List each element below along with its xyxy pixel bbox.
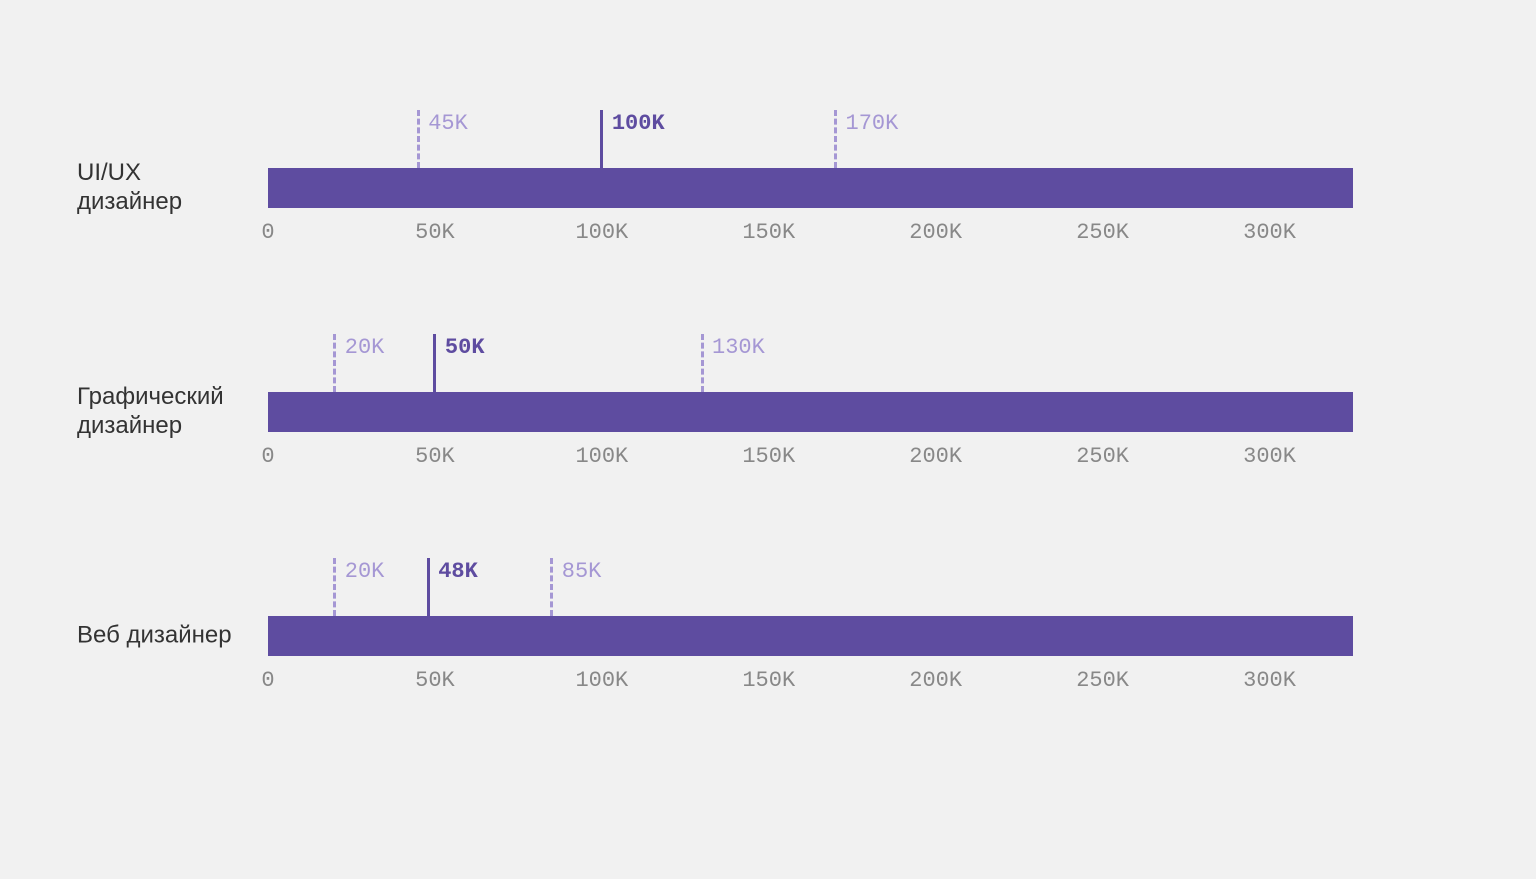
marker-line	[433, 334, 436, 392]
tick-label: 150K	[742, 220, 795, 245]
marker-label: 20K	[345, 335, 385, 360]
axis: 0 50K 100K 150K 200K 250K 300K	[0, 668, 1536, 694]
marker-label: 48K	[438, 559, 478, 584]
tick-label: 50K	[415, 444, 455, 469]
tick-label: 300K	[1243, 668, 1296, 693]
tick-label: 250K	[1076, 668, 1129, 693]
tick-label: 200K	[909, 220, 962, 245]
tick-label: 50K	[415, 668, 455, 693]
marker-line	[333, 558, 336, 616]
marker-label: 45K	[428, 111, 468, 136]
chart-row: Графическийдизайнер20K50K130K	[0, 392, 1536, 432]
tick-label: 150K	[742, 444, 795, 469]
salary-range-chart: UI/UXдизайнер45K100K170K050K100K150K200K…	[0, 0, 1536, 879]
marker-label: 130K	[712, 335, 765, 360]
marker-line	[701, 334, 704, 392]
row-label: Веб дизайнер	[77, 622, 232, 651]
tick-label: 250K	[1076, 444, 1129, 469]
tick-label: 100K	[575, 668, 628, 693]
tick-label: 0	[261, 220, 274, 245]
marker-line	[427, 558, 430, 616]
bar-track	[268, 616, 1353, 656]
tick-label: 300K	[1243, 444, 1296, 469]
tick-label: 300K	[1243, 220, 1296, 245]
tick-label: 100K	[575, 220, 628, 245]
marker-label: 50K	[445, 335, 485, 360]
tick-label: 250K	[1076, 220, 1129, 245]
bar-track	[268, 168, 1353, 208]
tick-label: 200K	[909, 668, 962, 693]
row-label: Графическийдизайнер	[77, 383, 224, 441]
marker-line	[834, 110, 837, 168]
chart-row: UI/UXдизайнер45K100K170K	[0, 168, 1536, 208]
axis: 0 50K 100K 150K 200K 250K 300K	[0, 444, 1536, 470]
marker-label: 170K	[846, 111, 899, 136]
marker-line	[333, 334, 336, 392]
chart-row: Веб дизайнер20K48K85K	[0, 616, 1536, 656]
axis: 0 50K 100K 150K 200K 250K 300K	[0, 220, 1536, 246]
marker-line	[417, 110, 420, 168]
tick-label: 0	[261, 668, 274, 693]
bar-track	[268, 392, 1353, 432]
row-label: UI/UXдизайнер	[77, 159, 182, 217]
marker-line	[600, 110, 603, 168]
marker-label: 20K	[345, 559, 385, 584]
marker-label: 100K	[612, 111, 665, 136]
tick-label: 150K	[742, 668, 795, 693]
marker-label: 85K	[562, 559, 602, 584]
tick-label: 100K	[575, 444, 628, 469]
marker-line	[550, 558, 553, 616]
tick-label: 50K	[415, 220, 455, 245]
tick-label: 0	[261, 444, 274, 469]
tick-label: 200K	[909, 444, 962, 469]
